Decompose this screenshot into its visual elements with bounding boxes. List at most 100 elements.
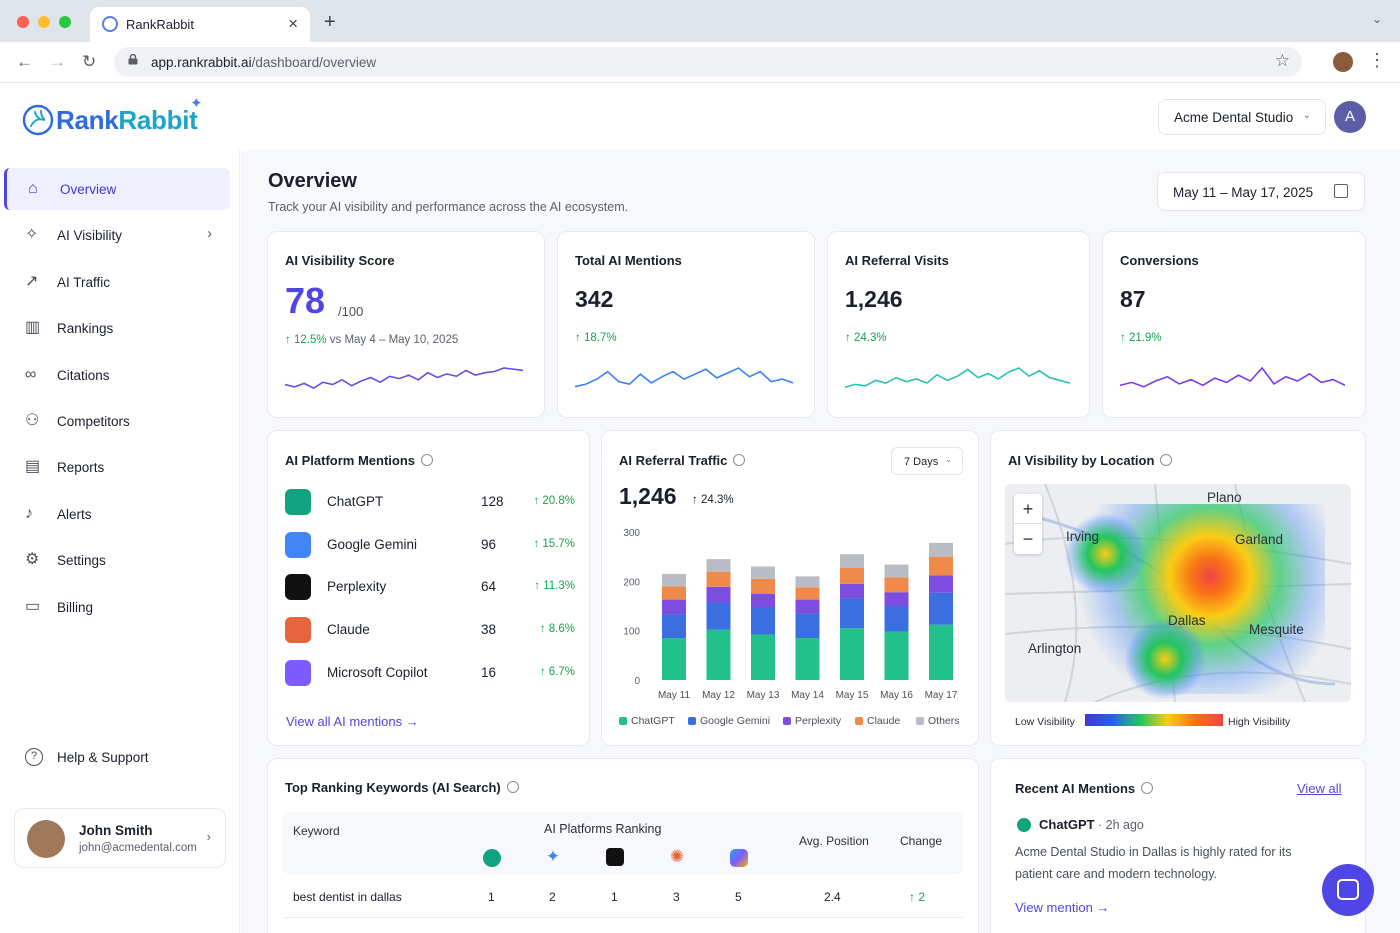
- back-icon[interactable]: ←: [16, 52, 33, 71]
- bar-segment-claude[interactable]: [929, 556, 953, 576]
- sidebar-item-alerts[interactable]: ♪ Alerts: [4, 493, 230, 535]
- view-all-recent-link[interactable]: View all: [1297, 781, 1342, 796]
- bar-segment-perplexity[interactable]: [706, 586, 731, 603]
- view-all-mentions-link[interactable]: View all AI mentions →: [286, 714, 419, 729]
- chat-icon: [1337, 879, 1359, 900]
- bar-segment-chatgpt[interactable]: [929, 624, 953, 680]
- zoom-in-button[interactable]: +: [1014, 494, 1042, 524]
- address-bar[interactable]: app.rankrabbit.ai/dashboard/overview ☆: [114, 47, 1302, 77]
- bar-segment-others[interactable]: [662, 573, 686, 587]
- platform-row[interactable]: ChatGPT 128 ↑ 20.8%: [285, 487, 575, 517]
- organization-selector[interactable]: Acme Dental Studio ⌄: [1158, 99, 1326, 135]
- bar-segment-claude[interactable]: [840, 568, 864, 584]
- bar-segment-claude[interactable]: [795, 587, 820, 600]
- sidebar-item-settings[interactable]: ⚙ Settings: [4, 539, 230, 581]
- keyword-cell[interactable]: best dentist in dallas: [293, 890, 402, 904]
- legend-item[interactable]: Perplexity: [783, 715, 841, 727]
- legend-item[interactable]: Google Gemini: [688, 715, 770, 727]
- heat-map[interactable]: Plano Irving Garland Dallas Mesquite Arl…: [1005, 484, 1351, 702]
- sidebar-item-billing[interactable]: ▭ Billing: [4, 586, 230, 628]
- kpi-delta: ↑ 24.3%: [845, 332, 887, 344]
- user-profile-card[interactable]: John Smith john@acmedental.com ›: [14, 808, 226, 868]
- bar-segment-perplexity[interactable]: [751, 593, 775, 608]
- legend-item[interactable]: Others: [916, 715, 960, 727]
- gemini-icon: ✦: [545, 847, 561, 866]
- view-mention-link[interactable]: View mention →: [1015, 900, 1110, 915]
- bar-segment-chatgpt[interactable]: [751, 634, 775, 680]
- chevron-right-icon: ›: [206, 829, 211, 844]
- bar-segment-claude[interactable]: [706, 571, 731, 587]
- sidebar-item-citations[interactable]: ∞ Citations: [4, 354, 230, 396]
- bar-segment-chatgpt[interactable]: [884, 631, 909, 680]
- bar-segment-google-gemini[interactable]: [929, 592, 953, 625]
- logo-sparkle-icon: ✦: [190, 95, 203, 112]
- sidebar-item-ai-visibility[interactable]: ✧ AI Visibility ›: [4, 214, 230, 256]
- bar-segment-claude[interactable]: [751, 578, 775, 594]
- bar-segment-others[interactable]: [795, 576, 820, 588]
- chat-support-button[interactable]: [1322, 864, 1374, 916]
- bar-segment-others[interactable]: [840, 554, 864, 569]
- info-icon[interactable]: [1141, 782, 1154, 794]
- platform-row[interactable]: Google Gemini 96 ↑ 15.7%: [285, 530, 575, 560]
- browser-tab[interactable]: RankRabbit ×: [90, 7, 310, 42]
- info-icon[interactable]: [1160, 454, 1173, 466]
- platform-delta: ↑ 20.8%: [533, 495, 575, 507]
- bar-segment-perplexity[interactable]: [662, 599, 686, 615]
- bar-segment-others[interactable]: [884, 564, 909, 578]
- bar-segment-chatgpt[interactable]: [706, 629, 731, 680]
- maximize-window-button[interactable]: [59, 16, 71, 28]
- info-icon[interactable]: [506, 781, 519, 793]
- bar-segment-google-gemini[interactable]: [795, 613, 820, 639]
- sidebar-item-competitors[interactable]: ⚇ Competitors: [4, 400, 230, 442]
- bar-segment-google-gemini[interactable]: [662, 614, 686, 639]
- bar-segment-claude[interactable]: [884, 577, 909, 593]
- bar-segment-perplexity[interactable]: [884, 592, 909, 606]
- bar-segment-claude[interactable]: [662, 586, 686, 600]
- range-select[interactable]: 7 Days ⌄: [891, 447, 963, 475]
- bar-segment-perplexity[interactable]: [840, 583, 864, 599]
- bar-segment-google-gemini[interactable]: [706, 602, 731, 630]
- forward-icon[interactable]: →: [49, 52, 66, 71]
- bar-segment-perplexity[interactable]: [795, 599, 820, 614]
- zoom-out-button[interactable]: −: [1022, 529, 1034, 549]
- rabbit-logo-icon: [22, 104, 54, 136]
- info-icon[interactable]: [733, 454, 746, 466]
- info-icon[interactable]: [421, 454, 434, 466]
- browser-menu-icon[interactable]: ⋮: [1368, 50, 1386, 70]
- kpi-card-conversions: Conversions 87 ↑ 21.9%: [1102, 231, 1366, 418]
- platform-count: 64: [481, 579, 497, 595]
- minimize-window-button[interactable]: [38, 16, 50, 28]
- y-tick-label: 300: [623, 528, 640, 539]
- account-avatar[interactable]: A: [1334, 101, 1366, 133]
- bar-segment-chatgpt[interactable]: [662, 638, 686, 680]
- sidebar-item-overview[interactable]: ⌂ Overview: [4, 168, 230, 210]
- bar-segment-others[interactable]: [706, 559, 731, 572]
- bar-segment-others[interactable]: [929, 542, 953, 557]
- platform-row[interactable]: Microsoft Copilot 16 ↑ 6.7%: [285, 658, 575, 688]
- bar-segment-chatgpt[interactable]: [795, 638, 820, 680]
- kpi-delta: ↑ 18.7%: [575, 332, 617, 344]
- date-range-picker[interactable]: May 11 – May 17, 2025: [1157, 172, 1365, 211]
- bar-segment-google-gemini[interactable]: [840, 598, 864, 629]
- bookmark-star-icon[interactable]: ☆: [1274, 51, 1290, 70]
- bar-segment-others[interactable]: [751, 566, 775, 579]
- bar-segment-google-gemini[interactable]: [751, 607, 775, 635]
- sidebar-item-rankings[interactable]: ▥ Rankings: [4, 307, 230, 349]
- bar-segment-perplexity[interactable]: [929, 575, 953, 593]
- reload-icon[interactable]: ↻: [82, 52, 97, 71]
- platform-row[interactable]: Perplexity 64 ↑ 11.3%: [285, 572, 575, 602]
- bar-segment-google-gemini[interactable]: [884, 606, 909, 632]
- close-window-button[interactable]: [17, 16, 29, 28]
- new-tab-icon[interactable]: +: [324, 11, 336, 33]
- sidebar-item-ai-traffic[interactable]: ↗ AI Traffic: [4, 261, 230, 303]
- help-icon[interactable]: ?: [25, 748, 43, 766]
- close-tab-icon[interactable]: ×: [288, 14, 298, 33]
- bar-segment-chatgpt[interactable]: [840, 628, 864, 680]
- legend-item[interactable]: Claude: [855, 715, 900, 727]
- sidebar-item-reports[interactable]: ▤ Reports: [4, 446, 230, 488]
- browser-profile-avatar[interactable]: [1333, 52, 1353, 72]
- legend-item[interactable]: ChatGPT: [619, 715, 675, 727]
- help-support-link[interactable]: Help & Support: [57, 750, 149, 765]
- platform-row[interactable]: Claude 38 ↑ 8.6%: [285, 615, 575, 645]
- tab-list-chevron-icon[interactable]: ⌄: [1371, 12, 1382, 26]
